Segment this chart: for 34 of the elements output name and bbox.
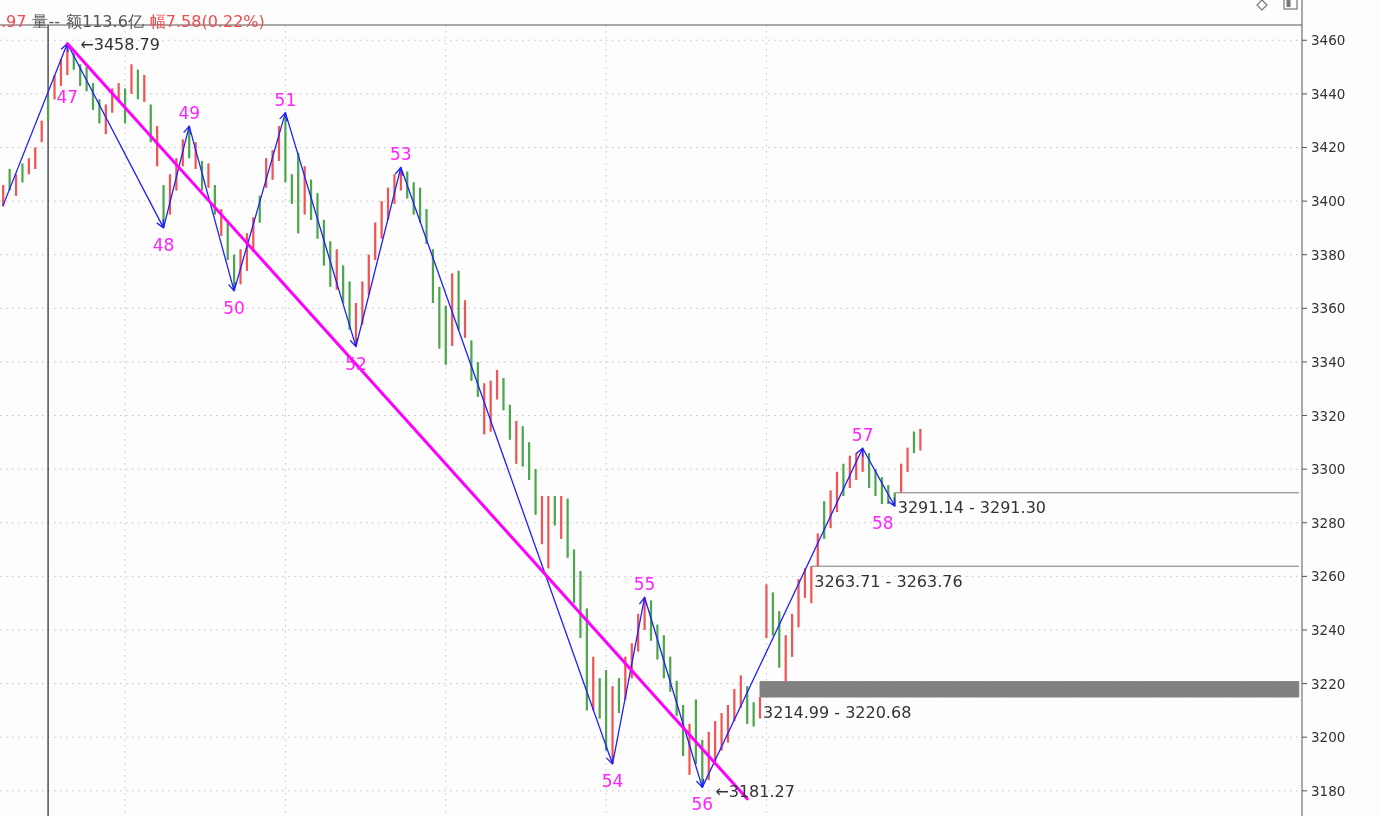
label: 53 [390, 144, 412, 165]
header-note: .97 [1, 12, 27, 31]
y-tick-label: 3340 [1311, 353, 1346, 370]
y-tick-label: 3220 [1311, 675, 1346, 692]
label: 55 [633, 574, 656, 595]
label: 51 [274, 89, 297, 110]
y-tick-label: 3460 [1311, 32, 1346, 49]
label: 49 [178, 103, 201, 124]
y-tick-label: 3440 [1311, 85, 1346, 102]
label: 58 [871, 513, 894, 534]
label: 3214.99 - 3220.68 [763, 702, 912, 722]
y-tick-label: 3400 [1311, 193, 1346, 210]
y-tick-label: 3300 [1311, 461, 1346, 478]
y-tick-label: 3420 [1311, 139, 1346, 156]
y-tick-label: 3180 [1311, 782, 1346, 799]
y-tick-label: 3380 [1311, 246, 1346, 263]
y-tick-label: 3240 [1311, 622, 1346, 638]
header-note: 量-- [32, 12, 60, 31]
label: 50 [223, 297, 245, 318]
label: 54 [601, 771, 624, 791]
value-label: ←3458.79 [80, 35, 160, 54]
y-tick-label: 3260 [1311, 568, 1346, 585]
label: 48 [152, 234, 175, 255]
label: 56 [691, 794, 714, 815]
label: 47 [56, 86, 79, 107]
header-note: 额113.6亿 [66, 12, 144, 31]
label: 3291.14 - 3291.30 [897, 498, 1046, 518]
y-tick-label: 3320 [1311, 407, 1346, 424]
y-tick-label: 3280 [1311, 514, 1346, 531]
y-tick-label: 3360 [1311, 300, 1346, 317]
label: 57 [851, 425, 874, 446]
header-note: 幅7.58(0.22%) [149, 12, 265, 31]
label: 3263.71 - 3263.76 [814, 571, 963, 591]
y-tick-label: 3200 [1311, 729, 1346, 746]
